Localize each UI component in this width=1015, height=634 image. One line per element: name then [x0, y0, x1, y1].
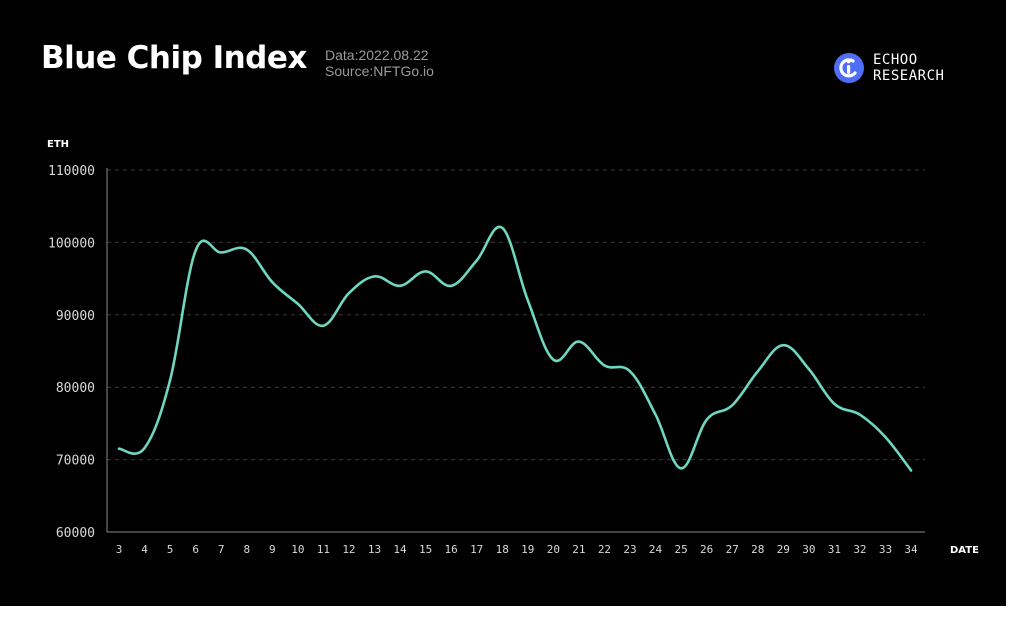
x-tick-label: 19: [521, 543, 534, 556]
x-tick-label: 23: [623, 543, 636, 556]
x-tick-labels: 3 4 5 6 7 8 9 10 11 12 13 14 15 16 17 18 19 20 21 22 23 24 25 2…: [116, 543, 918, 556]
x-axis-label: DATE: [950, 545, 979, 556]
x-tick-label: 33: [879, 543, 892, 556]
x-tick-label: 24: [649, 543, 663, 556]
data-source-label: Source:NFTGo.io: [325, 63, 434, 79]
y-tick-label: 110000: [48, 164, 95, 179]
x-tick-label: 16: [445, 543, 458, 556]
chart-panel: [0, 0, 1006, 606]
x-tick-label: 31: [828, 543, 841, 556]
x-tick-label: 11: [317, 543, 330, 556]
y-tick-label: 60000: [56, 526, 95, 541]
x-tick-label: 6: [192, 543, 199, 556]
x-tick-label: 7: [218, 543, 225, 556]
y-tick-label: 70000: [56, 454, 95, 469]
y-tick-labels: 60000 70000 80000 90000 100000 110000: [48, 164, 95, 541]
y-tick-label: 100000: [48, 236, 95, 251]
x-tick-label: 10: [291, 543, 304, 556]
x-tick-label: 32: [853, 543, 866, 556]
x-tick-label: 13: [368, 543, 381, 556]
x-tick-label: 22: [598, 543, 611, 556]
chart-title: Blue Chip Index: [41, 40, 307, 76]
x-tick-label: 14: [393, 543, 407, 556]
x-tick-label: 21: [572, 543, 585, 556]
brand-name-line2: RESEARCH: [873, 68, 945, 84]
x-tick-label: 28: [751, 543, 764, 556]
echoo-research-logo: ECHOO RESEARCH: [833, 52, 973, 86]
x-tick-label: 15: [419, 543, 432, 556]
x-tick-label: 17: [470, 543, 483, 556]
x-tick-label: 26: [700, 543, 713, 556]
x-tick-label: 3: [116, 543, 123, 556]
brand-name-line1: ECHOO: [873, 52, 918, 68]
y-axis-label: ETH: [47, 139, 69, 150]
x-tick-label: 4: [141, 543, 148, 556]
x-tick-label: 8: [243, 543, 250, 556]
x-tick-label: 5: [167, 543, 174, 556]
x-tick-label: 12: [342, 543, 355, 556]
y-tick-label: 90000: [56, 309, 95, 324]
x-tick-label: 27: [726, 543, 739, 556]
x-tick-label: 25: [674, 543, 687, 556]
x-tick-label: 34: [904, 543, 918, 556]
x-tick-label: 9: [269, 543, 276, 556]
grid-lines: [107, 169, 925, 461]
x-tick-label: 30: [802, 543, 815, 556]
data-date-label: Data:2022.08.22: [325, 47, 429, 63]
echoo-logo-icon: [834, 53, 864, 83]
y-tick-label: 80000: [56, 381, 95, 396]
x-tick-label: 18: [496, 543, 509, 556]
x-tick-label: 29: [777, 543, 790, 556]
x-tick-label: 20: [547, 543, 560, 556]
index-series-line: [117, 225, 913, 472]
axes: [106, 168, 925, 533]
